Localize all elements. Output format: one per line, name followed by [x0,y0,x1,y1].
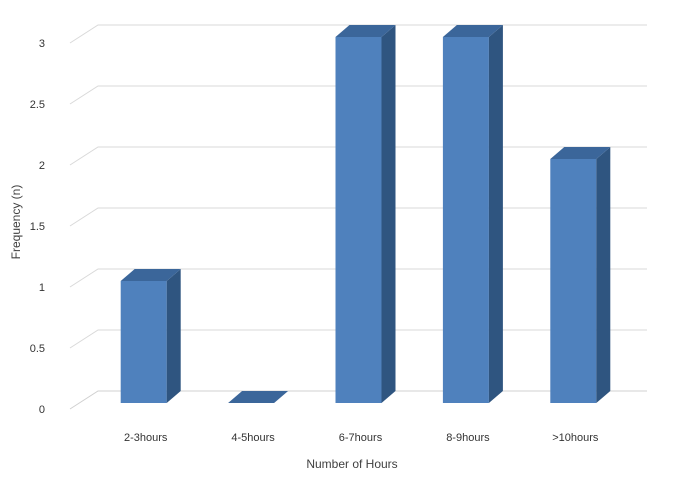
x-tick-label: 4-5hours [231,432,275,444]
gridlines [69,24,647,410]
bar-top [228,391,289,403]
bar [228,391,289,403]
bar [120,269,181,403]
bars [120,25,611,403]
x-tick-label: 2-3hours [124,432,168,444]
y-tick-labels: 0 0.5 1 1.5 2 2.5 3 [30,38,45,416]
bar-side [488,25,503,403]
y-tick-label: 0.5 [30,343,45,355]
bar-side [596,147,611,403]
y-axis-title: Frequency (n) [9,185,23,260]
bar-front [550,159,597,403]
y-tick-label: 2 [39,160,45,172]
bar-side [381,25,396,403]
x-tick-label: 6-7hours [339,432,383,444]
y-tick-label: 1.5 [30,221,45,233]
bar-side [166,269,181,403]
y-tick-label: 2.5 [30,99,45,111]
bar-front [120,281,167,403]
x-tick-labels: 2-3hours 4-5hours 6-7hours 8-9hours >10hours [124,432,599,444]
bar [550,147,611,403]
bar [442,25,503,403]
bar-front [442,37,489,403]
x-tick-label: 8-9hours [446,432,490,444]
bar [335,25,396,403]
bar-top [120,269,181,281]
y-tick-label: 0 [39,404,45,416]
y-tick-label: 3 [39,38,45,50]
x-tick-label: >10hours [552,432,599,444]
y-tick-label: 1 [39,282,45,294]
bar-front [335,37,382,403]
x-axis-title: Number of Hours [306,457,397,471]
bar-top [335,25,396,37]
bar-top [550,147,611,159]
bar-top [442,25,503,37]
